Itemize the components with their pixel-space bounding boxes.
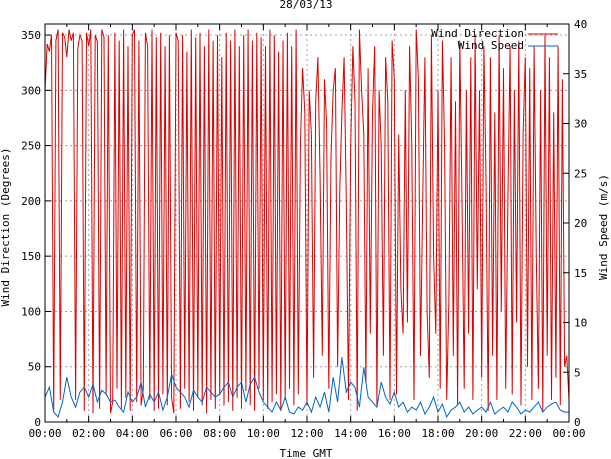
y-tick-label: 250 [21,140,41,153]
plot-area [44,29,570,419]
x-tick-label: 14:00 [334,427,367,440]
y-tick-label: 0 [34,416,41,429]
x-tick-label: 16:00 [378,427,411,440]
x-tick-label: 02:00 [72,427,105,440]
x-tick-label: 10:00 [247,427,280,440]
y-tick-label: 100 [21,305,41,318]
legend-label-direction: Wind Direction [431,27,524,40]
y-axis-right: 0 5 10 15 20 25 30 35 40 [563,18,587,429]
wind-direction-line [44,29,570,414]
y2-axis-label: Wind Speed (m/s) [597,174,610,280]
x-tick-label: 06:00 [159,427,192,440]
x-axis: 00:00 02:00 04:00 06:00 08:00 10:00 12:00 14:00… [28,24,586,440]
y2-tick-label: 35 [574,68,587,81]
wind-speed-line [44,357,569,419]
y-tick-label: 50 [28,361,41,374]
y2-tick-label: 10 [574,317,587,330]
x-tick-label: 20:00 [465,427,498,440]
y2-tick-label: 40 [574,18,587,31]
plot-frame [44,23,570,423]
chart-title: 28/03/13 [280,0,333,11]
x-tick-label: 00:00 [28,427,61,440]
x-tick-label: 12:00 [290,427,323,440]
x-tick-label: 08:00 [203,427,236,440]
x-tick-label: 00:00 [552,427,585,440]
x-axis-label: Time GMT [280,447,333,459]
x-tick-label: 04:00 [116,427,149,440]
y2-tick-label: 20 [574,217,587,230]
y-tick-label: 200 [21,195,41,208]
x-tick-label: 22:00 [509,427,542,440]
x-tick-label: 18:00 [421,427,454,440]
legend-label-speed: Wind Speed [458,39,524,52]
y-tick-label: 300 [21,84,41,97]
y-axis-label: Wind Direction (Degrees) [0,148,12,307]
y2-tick-label: 5 [574,366,581,379]
legend: Wind Direction Wind Speed [431,27,558,52]
y2-tick-label: 0 [574,416,581,429]
y-tick-label: 350 [21,29,41,42]
y2-tick-label: 30 [574,118,587,131]
y-tick-label: 150 [21,250,41,263]
y2-tick-label: 15 [574,267,587,280]
y2-tick-label: 25 [574,167,587,180]
y-axis-left: 0 50 100 150 200 250 300 350 [21,29,51,429]
